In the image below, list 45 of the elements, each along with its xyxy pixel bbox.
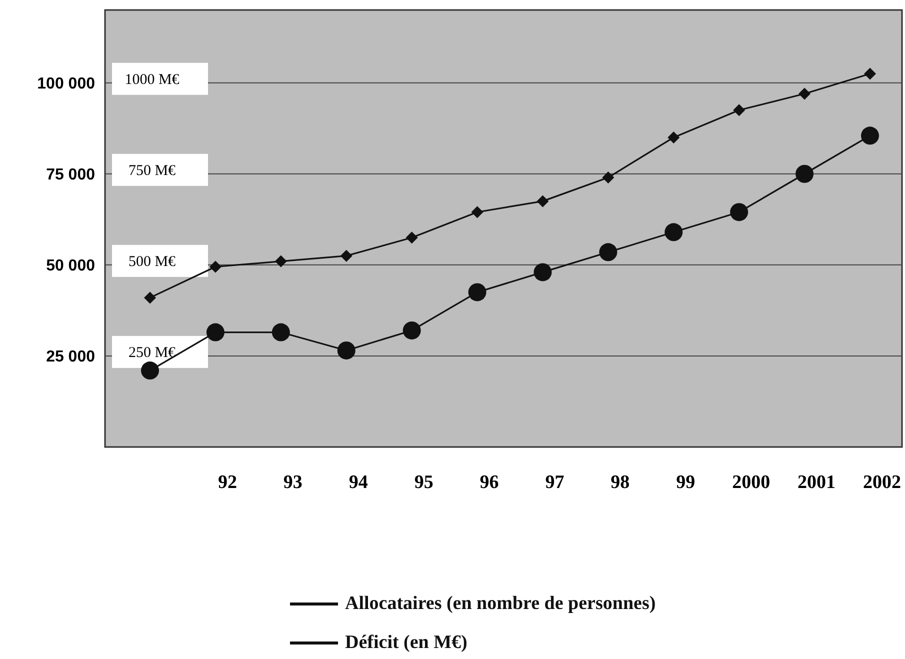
x-tick-label: 94 [348, 472, 368, 493]
y-tick-label: 75 000 [46, 166, 96, 184]
point [864, 68, 876, 80]
y2-tick-label: 250 M€ [128, 345, 176, 362]
point [209, 260, 222, 273]
x-tick-label: 97 [545, 472, 565, 493]
point [534, 263, 552, 282]
y-tick-label: 25 000 [46, 348, 96, 366]
x-tick-label: 93 [283, 472, 302, 493]
point [272, 323, 290, 342]
x-tick-label: 99 [676, 472, 696, 493]
y2-tick-label: 1000 M€ [124, 72, 180, 88]
point [796, 164, 814, 183]
y-tick-label: 100 000 [37, 75, 96, 92]
legend-label: Déficit (en M€) [345, 632, 468, 653]
point [602, 172, 614, 184]
point [468, 283, 486, 302]
point [206, 323, 224, 342]
point [664, 223, 683, 242]
point [536, 195, 549, 208]
x-tick-label: 2002 [863, 472, 901, 493]
point [798, 88, 811, 100]
x-tick-label: 2001 [798, 472, 836, 493]
legend-label: Allocataires (en nombre de personnes) [345, 593, 656, 614]
x-tick-label: 98 [610, 472, 630, 493]
y-tick-label: 50 000 [46, 258, 96, 275]
point [406, 232, 418, 244]
y2-tick-label: 500 M€ [128, 254, 176, 270]
point [599, 243, 618, 262]
point [144, 292, 156, 304]
point [340, 250, 352, 262]
point [861, 126, 879, 145]
point [402, 321, 421, 340]
point [668, 131, 680, 144]
x-tick-label: 95 [414, 472, 434, 493]
x-tick-label: 92 [218, 472, 237, 493]
point [274, 255, 287, 268]
x-tick-label: 96 [480, 472, 499, 493]
point [471, 206, 484, 218]
point [141, 362, 159, 380]
point [733, 104, 746, 116]
y2-tick-label: 750 M€ [128, 163, 176, 180]
point [730, 203, 748, 222]
x-tick-label: 2000 [732, 472, 770, 493]
point [337, 341, 356, 360]
